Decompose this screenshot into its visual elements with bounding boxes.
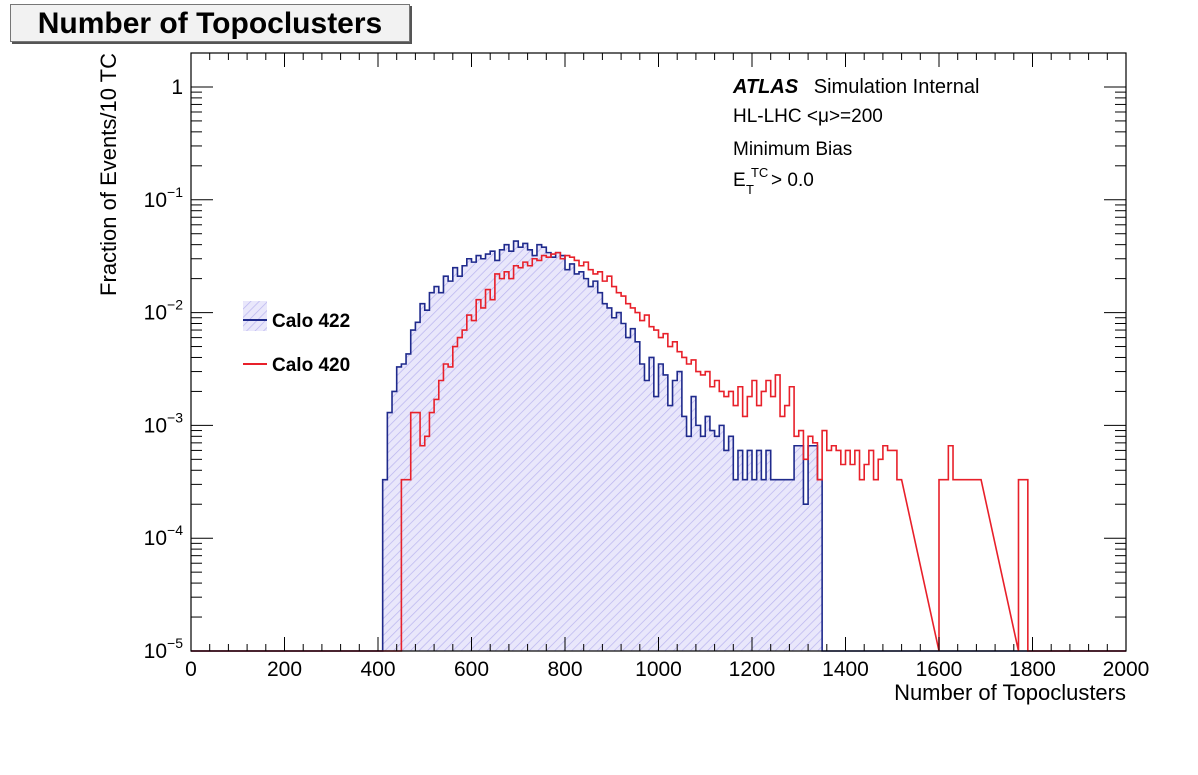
sample-label: Minimum Bias	[733, 139, 852, 160]
cut-symbol: E	[733, 170, 746, 191]
x-tick-label: 1600	[916, 658, 963, 681]
x-tick-label: 400	[360, 658, 395, 681]
series-line-calo-420	[191, 251, 1126, 652]
legend-label-calo-422: Calo 422	[272, 311, 350, 332]
experiment-label: ATLAS	[732, 76, 799, 98]
x-tick-label: 2000	[1103, 658, 1150, 681]
cut-label: E TC T > 0.0	[733, 161, 814, 199]
legend-entry-calo-422: Calo 422	[243, 301, 350, 332]
cut-value: > 0.0	[771, 170, 814, 191]
labels-layer: 0 200 400 600 800 1000 1200 1400 1600 1800 2000 10−…	[144, 76, 1150, 681]
cut-superscript: TC	[751, 165, 768, 180]
legend-entry-calo-420: Calo 420	[243, 355, 350, 376]
y-tick-label: 10−1	[144, 184, 184, 212]
y-tick-label: 10−5	[144, 635, 184, 663]
x-tick-label: 800	[547, 658, 582, 681]
y-tick-label: 10−2	[144, 297, 184, 325]
y-tick-label: 1	[171, 76, 183, 99]
x-tick-label: 1200	[729, 658, 776, 681]
x-tick-label: 1000	[635, 658, 682, 681]
canvas-title: Number of Topoclusters	[10, 4, 410, 42]
conditions-label: HL-LHC <μ>=200	[733, 106, 883, 127]
cut-subscript: T	[746, 182, 754, 197]
x-tick-label: 200	[267, 658, 302, 681]
x-tick-label: 0	[185, 658, 197, 681]
ticks-layer	[190, 52, 1127, 652]
y-tick-label: 10−4	[144, 522, 184, 550]
legend-swatch-fill	[243, 301, 267, 331]
legend-label-calo-420: Calo 420	[272, 355, 350, 376]
series-line-calo-422	[191, 240, 1126, 652]
x-tick-label: 1800	[1009, 658, 1056, 681]
series-layer	[191, 240, 1126, 652]
x-axis-title: Number of Topoclusters	[894, 680, 1126, 705]
y-axis-title: Fraction of Events/10 TC	[96, 53, 121, 296]
status-label: Simulation Internal	[814, 76, 980, 98]
series-fill-calo-422	[191, 241, 1126, 652]
atlas-label: ATLAS Simulation Internal	[732, 76, 979, 98]
x-tick-label: 1400	[822, 658, 869, 681]
x-tick-label: 600	[454, 658, 489, 681]
y-tick-label: 10−3	[144, 409, 184, 437]
legend: Calo 422 Calo 420	[243, 301, 350, 376]
